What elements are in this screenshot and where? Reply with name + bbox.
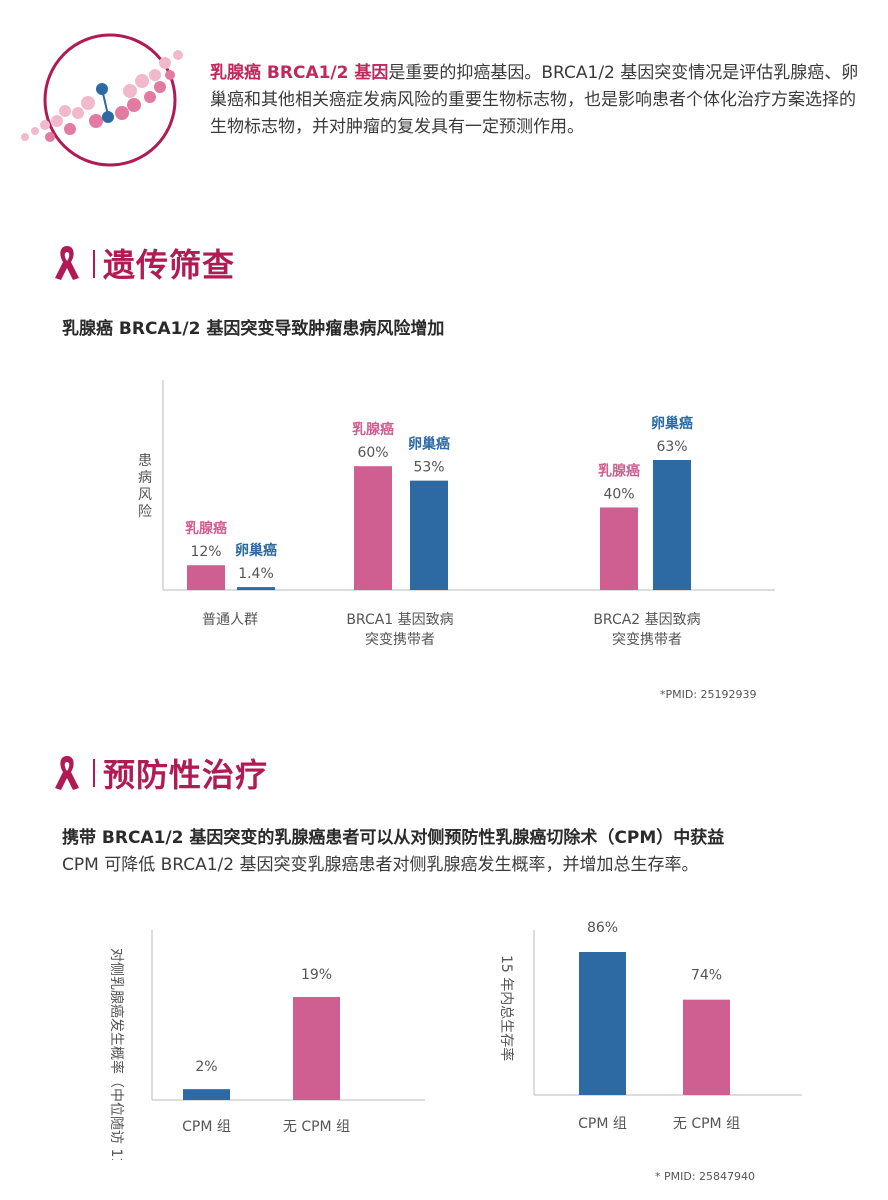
series-label: 乳腺癌: [185, 520, 227, 537]
series-label: 卵巢癌: [651, 415, 693, 432]
y-axis-label: 险: [138, 504, 152, 520]
y-axis-label: 病: [138, 470, 152, 486]
data-label: 63%: [656, 439, 687, 455]
data-label: 74%: [691, 968, 722, 984]
bar-breast: [187, 565, 225, 590]
bar-breast: [600, 507, 638, 590]
ribbon-icon: [52, 752, 82, 792]
category-label: 突变携带者: [612, 632, 682, 648]
series-label: 卵巢癌: [408, 436, 450, 453]
chart-contralateral: 对侧乳腺癌发生概率（中位随访 11.4 年） 2% CPM 组 19% 无 CPM 组: [108, 930, 425, 1160]
bar: [683, 999, 730, 1095]
pmid-1: *PMID: 25192939: [660, 688, 757, 701]
category-label: BRCA2 基因致病: [593, 611, 700, 628]
bar: [183, 1089, 230, 1100]
series-label: 卵巢癌: [235, 542, 277, 559]
intro-paragraph: 乳腺癌 BRCA1/2 基因是重要的抑癌基因。BRCA1/2 基因突变情况是评估…: [210, 60, 860, 141]
y-axis-label: 对侧乳腺癌发生概率（中位随访 11.4 年）: [108, 948, 125, 1160]
series-label: 乳腺癌: [598, 462, 640, 479]
category-label: CPM 组: [578, 1116, 627, 1132]
data-label: 40%: [603, 486, 634, 502]
category-label: 无 CPM 组: [283, 1119, 350, 1135]
data-label: 19%: [301, 967, 332, 983]
section-divider: [93, 250, 95, 278]
bar: [579, 952, 626, 1095]
pmid-2: * PMID: 25847940: [655, 1170, 756, 1183]
bar-ovarian: [237, 587, 275, 590]
chart1-subtitle: 乳腺癌 BRCA1/2 基因突变导致肿瘤患病风险增加: [62, 319, 445, 339]
section-title-prevention: 预防性治疗: [103, 756, 269, 794]
bar-ovarian: [653, 460, 691, 590]
chart2-subtitle: 携带 BRCA1/2 基因突变的乳腺癌患者可以从对侧预防性乳腺癌切除术（CPM）…: [62, 828, 725, 848]
category-label: 无 CPM 组: [673, 1116, 740, 1132]
data-label: 2%: [195, 1059, 217, 1075]
section-divider: [93, 759, 95, 787]
y-axis-label: 15 年内总生存率: [498, 955, 515, 1061]
data-label: 12%: [190, 544, 221, 560]
chart-survival: 15 年内总生存率 86% CPM 组 74% 无 CPM 组: [498, 920, 802, 1132]
intro-highlight: 乳腺癌 BRCA1/2 基因: [210, 63, 389, 83]
category-label: 普通人群: [202, 612, 258, 628]
section-title-screening: 遗传筛查: [103, 246, 236, 284]
category-label: BRCA1 基因致病: [346, 611, 453, 628]
category-label: 突变携带者: [365, 632, 435, 648]
chart-risk: 患病风险 12% 乳腺癌 60% 乳腺癌 40% 乳腺癌 1.4% 卵巢癌 53% 卵巢癌 63% 卵巢…: [138, 380, 775, 648]
intro-text: 是重要的抑癌基因。BRCA1/2 基因突变情况是评估乳腺癌、卵巢癌和其他相关癌症…: [210, 63, 859, 137]
dna-icon: [10, 25, 190, 175]
bar-breast: [354, 466, 392, 590]
data-label: 53%: [413, 460, 444, 476]
data-label: 60%: [357, 445, 388, 461]
category-label: CPM 组: [182, 1119, 231, 1135]
data-label: 1.4%: [238, 566, 274, 582]
y-axis-label: 患: [138, 453, 152, 469]
bar-ovarian: [410, 480, 448, 590]
ribbon-icon: [52, 242, 82, 282]
series-label: 乳腺癌: [352, 421, 394, 438]
data-label: 86%: [587, 920, 618, 936]
chart2-description: CPM 可降低 BRCA1/2 基因突变乳腺癌患者对侧乳腺癌发生概率，并增加总生…: [62, 855, 699, 875]
bar: [293, 997, 340, 1100]
y-axis-label: 风: [138, 487, 152, 503]
